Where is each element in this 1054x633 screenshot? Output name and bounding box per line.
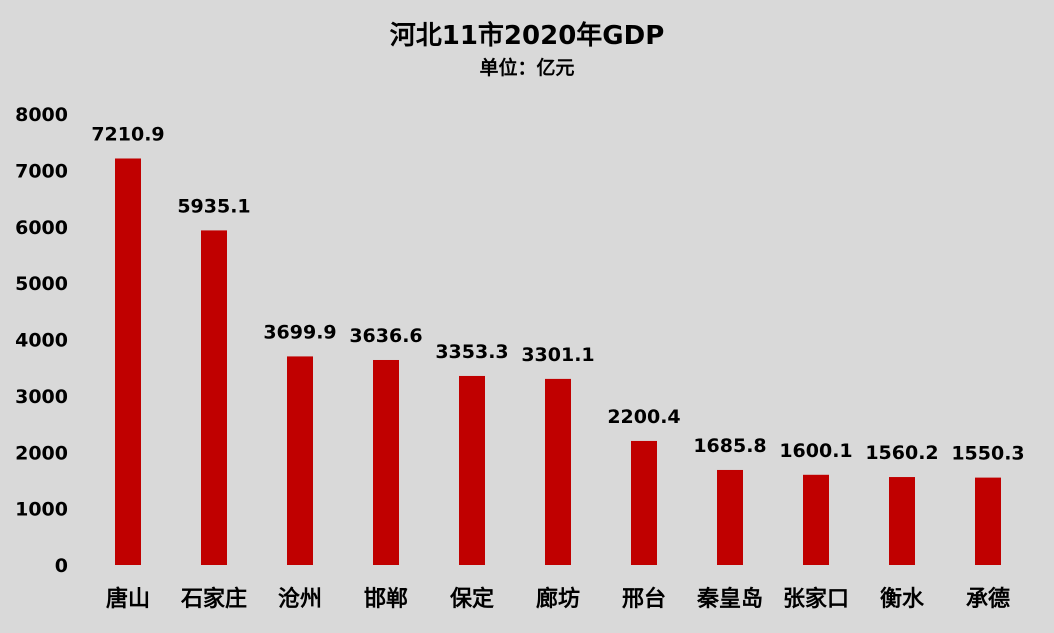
x-tick-label: 秦皇岛 xyxy=(696,586,763,612)
data-label: 3301.1 xyxy=(521,344,594,366)
data-label: 7210.9 xyxy=(91,123,164,145)
bar xyxy=(287,356,313,565)
x-tick-label: 保定 xyxy=(449,586,494,612)
y-tick-label: 0 xyxy=(55,555,68,577)
x-tick-label: 廊坊 xyxy=(536,586,580,612)
x-tick-label: 承德 xyxy=(966,586,1010,612)
data-label: 5935.1 xyxy=(177,195,250,217)
y-axis: 0 1000 2000 3000 4000 5000 6000 7000 8000 xyxy=(15,104,68,577)
y-tick-label: 4000 xyxy=(15,330,68,352)
data-label: 2200.4 xyxy=(607,406,680,428)
data-label: 3636.6 xyxy=(349,325,422,347)
bar xyxy=(803,474,829,565)
bar xyxy=(889,477,915,565)
y-tick-label: 5000 xyxy=(15,273,68,295)
bar xyxy=(545,378,571,565)
data-label: 3699.9 xyxy=(263,321,336,343)
bar xyxy=(459,375,485,565)
y-tick-label: 6000 xyxy=(15,217,68,239)
y-tick-label: 7000 xyxy=(15,160,68,182)
chart-title: 河北11市2020年GDP xyxy=(390,20,665,51)
data-label: 1550.3 xyxy=(951,443,1024,465)
data-label: 1560.2 xyxy=(865,442,938,464)
bar xyxy=(201,230,227,565)
x-tick-label: 衡水 xyxy=(880,586,925,612)
data-label: 1600.1 xyxy=(779,440,852,462)
x-tick-label: 唐山 xyxy=(106,586,150,612)
chart-subtitle: 单位：亿元 xyxy=(479,56,574,79)
data-labels: 7210.9 5935.1 3699.9 3636.6 3353.3 3301.1 2200… xyxy=(91,123,1024,464)
data-label: 3353.3 xyxy=(435,341,508,363)
y-tick-label: 1000 xyxy=(15,499,68,521)
x-tick-label: 石家庄 xyxy=(180,586,247,612)
bar xyxy=(115,158,141,565)
y-tick-label: 3000 xyxy=(15,386,68,408)
bar xyxy=(975,477,1001,565)
y-tick-label: 2000 xyxy=(15,442,68,464)
bar xyxy=(631,440,657,565)
x-tick-label: 张家口 xyxy=(783,586,849,612)
bar-series xyxy=(115,158,1001,565)
bar xyxy=(373,359,399,565)
x-tick-label: 邢台 xyxy=(622,586,666,612)
x-axis: 唐山 石家庄 沧州 邯郸 保定 廊坊 邢台 秦皇岛 张家口 衡水 承德 xyxy=(106,586,1010,612)
y-tick-label: 8000 xyxy=(15,104,68,126)
x-tick-label: 沧州 xyxy=(278,586,322,612)
x-tick-label: 邯郸 xyxy=(364,586,408,612)
bar xyxy=(717,469,743,565)
data-label: 1685.8 xyxy=(693,435,766,457)
